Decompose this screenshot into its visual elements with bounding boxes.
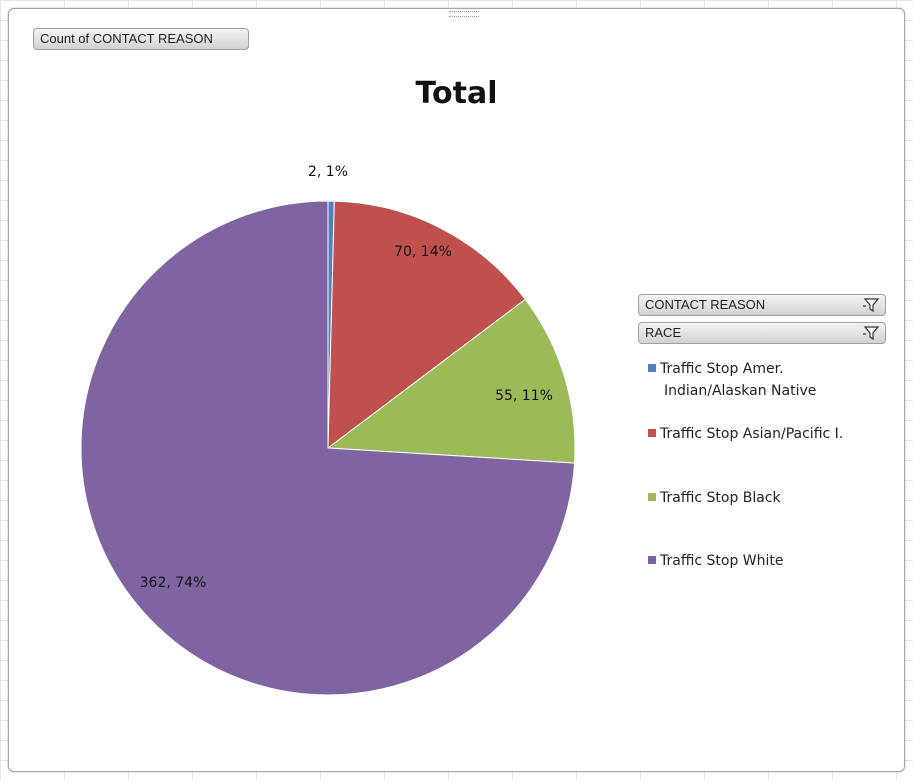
legend-swatch <box>648 556 656 564</box>
legend-item-white: Traffic Stop White <box>648 550 898 572</box>
data-label: 55, 11% <box>495 388 553 404</box>
contact-reason-filter-button[interactable]: CONTACT REASON <box>638 294 886 316</box>
legend-item-asian-pacific: Traffic Stop Asian/Pacific I. <box>648 423 898 445</box>
filter-icon <box>863 298 879 313</box>
contact-reason-filter-label: CONTACT REASON <box>645 297 766 312</box>
legend-label: Traffic Stop Black <box>660 490 781 506</box>
legend-swatch <box>648 429 656 437</box>
data-label: 362, 74% <box>140 575 207 591</box>
legend-swatch <box>648 493 656 501</box>
data-label: 70, 14% <box>394 244 452 260</box>
legend-label: Traffic Stop Amer. <box>660 361 784 377</box>
pie-slice[interactable] <box>327 200 526 450</box>
values-field-button[interactable]: Count of CONTACT REASON <box>33 28 249 50</box>
legend-item-black: Traffic Stop Black <box>648 487 898 509</box>
legend-label: Traffic Stop White <box>660 553 784 569</box>
chart-title: Total <box>415 76 498 111</box>
resize-handle[interactable] <box>449 11 479 17</box>
legend-swatch <box>648 364 656 372</box>
pie-slice[interactable] <box>326 298 576 464</box>
race-filter-button[interactable]: RACE <box>638 322 886 344</box>
legend-label: Traffic Stop Asian/Pacific I. <box>660 426 844 442</box>
pie-slice[interactable] <box>80 200 576 696</box>
race-filter-label: RACE <box>645 325 682 340</box>
filter-icon <box>863 326 879 341</box>
data-label: 2, 1% <box>308 164 348 180</box>
legend-label-continued: Indian/Alaskan Native <box>664 383 817 399</box>
legend-item-amer-indian: Traffic Stop Amer. Indian/Alaskan Native <box>648 358 898 402</box>
